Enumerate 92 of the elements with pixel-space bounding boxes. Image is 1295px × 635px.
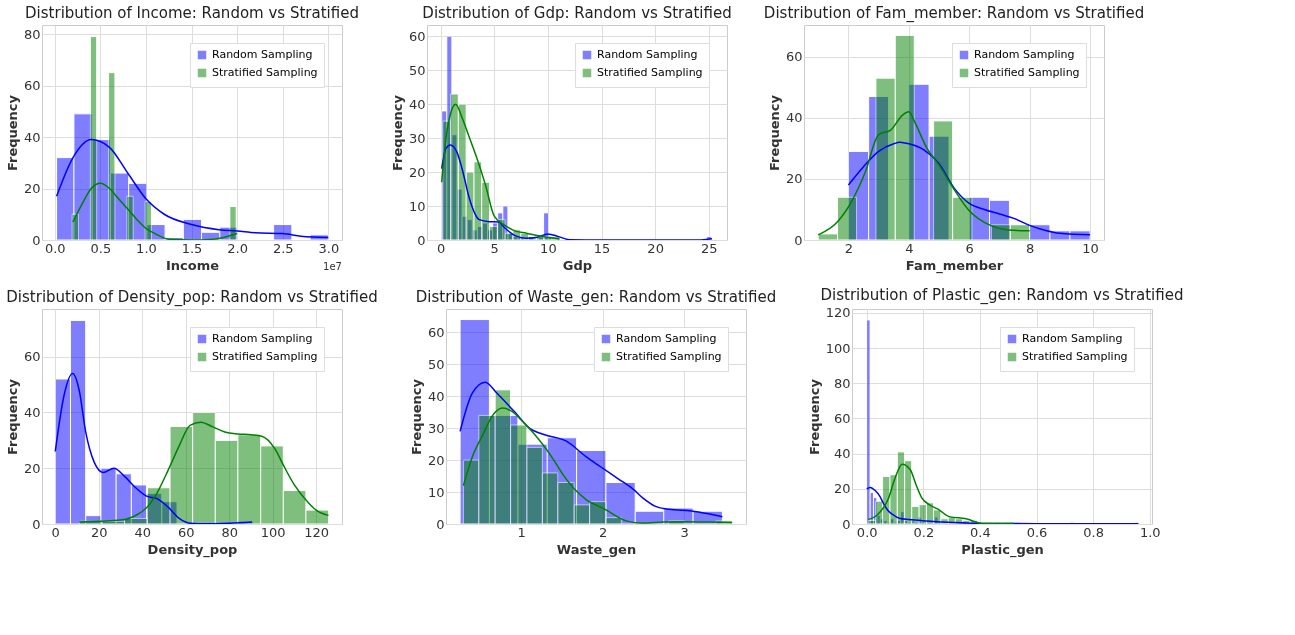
x-tick-label: 0.4 <box>970 524 991 540</box>
chart-title: Distribution of Gdp: Random vs Stratified <box>422 4 732 22</box>
x-axis-title: Gdp <box>562 257 593 273</box>
x-tick-label: 6 <box>965 240 974 256</box>
y-tick-label: 60 <box>23 349 41 365</box>
y-tick-label: 40 <box>408 96 426 112</box>
x-tick-label: 3.0 <box>318 240 340 256</box>
x-tick-label: 5 <box>490 240 499 256</box>
legend-label: Random Sampling <box>974 48 1075 61</box>
y-tick-label: 30 <box>427 420 445 436</box>
y-tick-label: 40 <box>833 446 851 462</box>
y-tick-label: 100 <box>825 340 851 356</box>
x-tick-label: 1.5 <box>181 240 203 256</box>
x-tick-label: 0.8 <box>1083 524 1104 540</box>
y-tick-label: 50 <box>427 356 445 372</box>
y-tick-label: 40 <box>23 404 41 420</box>
x-tick-label: 40 <box>134 524 151 540</box>
y-tick-label: 20 <box>23 460 41 476</box>
x-axis-title: Density_pop <box>147 541 238 558</box>
legend-label: Random Sampling <box>212 332 313 345</box>
x-tick-label: 20 <box>90 524 108 540</box>
x-tick-label: 0.0 <box>856 524 878 540</box>
y-tick-label: 60 <box>785 49 803 65</box>
x-tick-label: 100 <box>260 524 286 540</box>
y-tick-label: 60 <box>408 28 426 44</box>
x-tick-label: 20 <box>647 240 664 256</box>
x-tick-label: 1.0 <box>1139 524 1161 540</box>
x-tick-label: 1.0 <box>136 240 157 256</box>
y-axis-title: Frequency <box>806 378 822 456</box>
legend-label: Random Sampling <box>212 48 313 61</box>
x-axis-title: Waste_gen <box>556 541 637 558</box>
y-tick-label: 20 <box>408 164 426 180</box>
y-axis-title: Frequency <box>389 94 405 172</box>
y-tick-label: 60 <box>427 324 445 340</box>
x-tick-label: 4 <box>905 240 914 256</box>
x-tick-label: 60 <box>177 524 195 540</box>
text: 1e7 <box>323 261 342 272</box>
y-tick-label: 60 <box>833 410 851 426</box>
y-tick-label: 10 <box>408 198 426 214</box>
x-tick-label: 0.0 <box>44 240 66 256</box>
x-tick-label: 8 <box>1026 240 1035 256</box>
chart-title: Distribution of Fam_member: Random vs Stratified <box>763 4 1145 23</box>
legend-label: Stratified Sampling <box>212 66 318 79</box>
legend-label: Stratified Sampling <box>1022 350 1128 363</box>
y-axis-title: Frequency <box>766 94 782 172</box>
x-tick-label: 1 <box>517 524 526 540</box>
chart-title: Distribution of Density_pop: Random vs Stratified <box>6 288 378 307</box>
y-tick-label: 80 <box>833 375 851 391</box>
x-tick-label: 3 <box>680 524 689 540</box>
x-tick-label: 10 <box>540 240 557 256</box>
legend-label: Stratified Sampling <box>597 66 703 79</box>
x-tick-label: 2 <box>844 240 854 256</box>
legend-label: Random Sampling <box>1022 332 1123 345</box>
x-axis-title: Plastic_gen <box>961 541 1044 558</box>
y-tick-label: 80 <box>23 26 41 42</box>
x-tick-label: 2 <box>599 524 608 540</box>
y-axis-title: Frequency <box>4 94 20 172</box>
y-tick-label: 40 <box>23 129 41 145</box>
x-axis-title: Fam_member <box>905 257 1004 274</box>
y-tick-label: 30 <box>408 130 426 146</box>
x-tick-label: 2.0 <box>227 240 248 256</box>
x-tick-label: 2.5 <box>272 240 294 256</box>
legend-label: Stratified Sampling <box>212 350 318 363</box>
legend-label: Random Sampling <box>597 48 698 61</box>
x-tick-label: 10 <box>1082 240 1099 256</box>
x-tick-label: 0.5 <box>90 240 112 256</box>
chart-title: Distribution of Income: Random vs Stratified <box>25 4 359 22</box>
y-tick-label: 20 <box>833 481 851 497</box>
chart-title: Distribution of Plastic_gen: Random vs Stratified <box>820 285 1184 305</box>
x-tick-label: 0.6 <box>1026 524 1048 540</box>
x-tick-label: 15 <box>593 240 611 256</box>
legend-label: Stratified Sampling <box>974 66 1080 79</box>
y-tick-label: 40 <box>427 388 445 404</box>
y-tick-label: 40 <box>785 110 803 126</box>
x-tick-label: 80 <box>221 524 238 540</box>
x-tick-label: 120 <box>304 524 330 540</box>
y-axis-title: Frequency <box>4 378 20 456</box>
y-tick-label: 10 <box>427 484 445 500</box>
legend-label: Random Sampling <box>616 332 717 345</box>
y-tick-label: 20 <box>427 452 445 468</box>
y-axis-title: Frequency <box>408 378 424 456</box>
y-tick-label: 120 <box>825 305 851 321</box>
x-axis-title: Income <box>165 257 220 273</box>
y-tick-label: 20 <box>785 171 803 187</box>
y-tick-label: 20 <box>23 181 41 196</box>
legend-label: Stratified Sampling <box>616 350 722 363</box>
x-tick-label: 0 <box>51 524 60 540</box>
y-tick-label: 60 <box>23 78 41 94</box>
x-tick-label: 25 <box>700 240 718 256</box>
chart-title: Distribution of Waste_gen: Random vs Stratified <box>415 288 777 307</box>
x-tick-label: 0.2 <box>913 524 935 540</box>
y-tick-label: 50 <box>408 62 426 78</box>
